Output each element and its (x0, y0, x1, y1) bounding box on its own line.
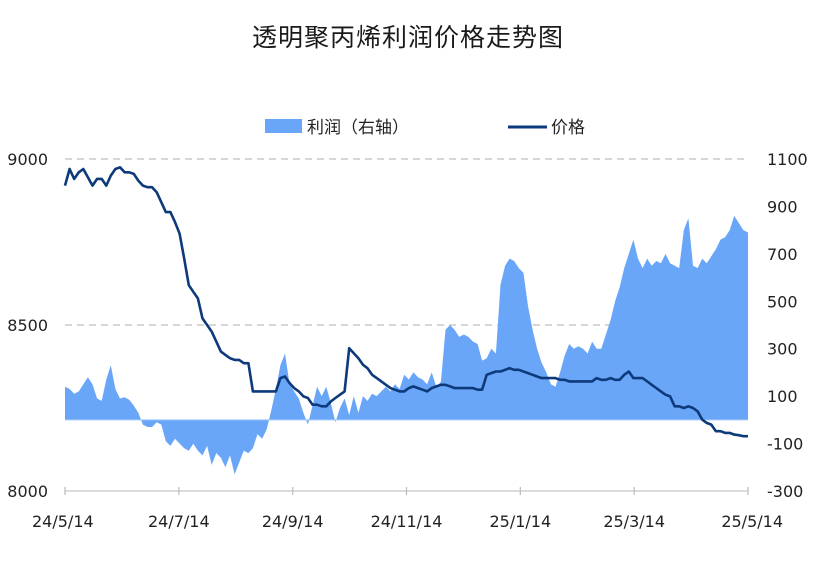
right-y-tick-label: 1100 (767, 150, 808, 169)
profit-area-layer (65, 215, 748, 475)
left-y-tick-label: 9000 (7, 150, 48, 169)
profit-area (65, 215, 748, 475)
left-y-axis: 8000 8500 9000 (7, 150, 48, 501)
right-y-tick-label: 500 (767, 292, 798, 311)
price-line (63, 166, 748, 438)
chart-title: 透明聚丙烯利润价格走势图 (251, 23, 564, 52)
right-y-tick-label: -300 (767, 482, 803, 501)
x-tick-label: 25/5/14 (721, 512, 783, 531)
left-y-tick-label: 8500 (7, 316, 48, 335)
x-tick-label: 25/1/14 (489, 512, 551, 531)
right-y-tick-label: 100 (767, 387, 798, 406)
x-axis: 24/5/14 24/7/14 24/9/14 24/11/14 25/1/14 25/3… (32, 487, 783, 531)
legend-swatch-profit (265, 119, 302, 133)
x-tick-label: 24/9/14 (262, 512, 324, 531)
right-y-axis: -300 -100 100 300 500 700 900 1100 (767, 150, 808, 501)
right-y-tick-label: 700 (767, 245, 798, 264)
legend-label-profit: 利润（右轴） (307, 118, 409, 138)
price-line-layer (63, 166, 748, 438)
legend-label-price: 价格 (551, 118, 585, 138)
x-tick-label: 25/3/14 (603, 512, 665, 531)
right-y-tick-label: -100 (767, 435, 803, 454)
x-tick-label: 24/7/14 (148, 512, 210, 531)
right-y-tick-label: 900 (767, 197, 798, 216)
left-y-tick-label: 8000 (7, 482, 48, 501)
right-y-tick-label: 300 (767, 340, 798, 359)
legend: 利润（右轴） 价格 (265, 118, 585, 138)
x-tick-label: 24/5/14 (32, 512, 94, 531)
x-tick-label: 24/11/14 (371, 512, 443, 531)
